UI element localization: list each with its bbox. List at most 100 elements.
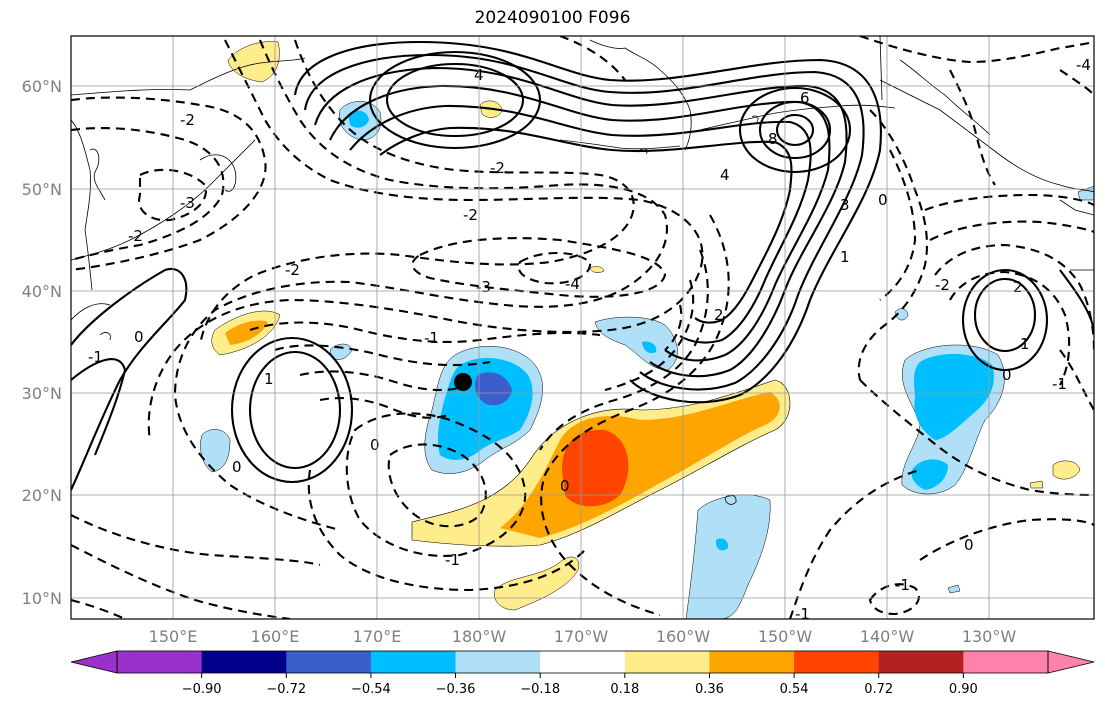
latitude-labels: 60°N 50°N 40°N 30°N 20°N 10°N [22, 77, 62, 608]
contour-label: -1 [795, 605, 810, 623]
contour-label: 1 [264, 370, 274, 388]
contour-label: -2 [463, 206, 478, 224]
longitude-labels: 150°E 160°E 170°E 180°W 170°W 160°W 150°… [149, 627, 1017, 646]
contour-label: 0 [878, 191, 888, 209]
colorbar-segment [201, 651, 287, 673]
colorbar-outline [116, 650, 1049, 674]
positive-anomaly-west-core [225, 320, 268, 345]
contour-label: 2 [1013, 278, 1023, 296]
lon-label: 170°E [353, 627, 402, 646]
contour-label: 4 [720, 166, 730, 184]
shaded-anomalies [200, 41, 1094, 619]
lon-label: 160°E [251, 627, 300, 646]
positive-anomaly-tiny [1029, 480, 1044, 489]
colorbar-tick-label: 0.72 [864, 682, 893, 697]
negative-anomaly-north-core [348, 110, 369, 128]
contour-label: -2 [285, 261, 300, 279]
ridge-contour [293, 40, 882, 404]
negative-anomaly-mid-core [642, 341, 657, 354]
high-center-east [775, 113, 815, 147]
lat-label: 30°N [22, 384, 62, 403]
positive-anomaly-plume-core [562, 429, 629, 507]
negative-anomaly-east-core-2 [911, 459, 948, 490]
lon-label: 150°W [758, 627, 813, 646]
lon-label: 150°E [149, 627, 198, 646]
contour-label: -3 [180, 194, 195, 212]
map-frame [70, 35, 1095, 620]
ridge-contour [379, 126, 793, 324]
colorbar-tick-label: −0.18 [520, 682, 560, 697]
lat-label: 60°N [22, 77, 62, 96]
colorbar-segment [963, 651, 1049, 673]
colorbar-segment [878, 651, 964, 673]
contour-label: 2 [714, 306, 724, 324]
high-center-west [368, 50, 542, 150]
colorbar-tick-label: 0.90 [949, 682, 978, 697]
positive-anomaly-plume-mid [500, 392, 780, 538]
lat-label: 10°N [22, 589, 62, 608]
east-contour [1059, 269, 1094, 331]
colorbar-tick-label: −0.90 [182, 682, 222, 697]
contour-label: 0 [560, 477, 570, 495]
colorbar-tick-label: 0.54 [780, 682, 809, 697]
colorbar-tick-label: −0.54 [351, 682, 391, 697]
colorbar-segment [286, 651, 372, 673]
contour-label: -4 [565, 275, 580, 293]
negative-anomaly-tiny-east [894, 308, 909, 321]
contour-label: 1 [1020, 335, 1030, 353]
lon-label: 180°W [452, 627, 507, 646]
negative-anomaly-central-core [475, 372, 512, 406]
ridge-contour [349, 104, 812, 344]
contour-label: -1 [895, 576, 910, 594]
sw-contour [71, 267, 188, 491]
contour-label: 8 [768, 130, 778, 148]
positive-anomaly-small-2 [589, 266, 605, 273]
negative-anomaly-south-core [715, 538, 729, 551]
contour-label: -1 [445, 551, 460, 569]
contour-label: 0 [964, 536, 974, 554]
gridlines [71, 36, 1094, 619]
contour-label: -1 [424, 329, 439, 347]
contour-label: 1 [840, 248, 850, 266]
colorbar-tick-label: −0.72 [266, 682, 306, 697]
colorbar-tick-label: 0.18 [610, 682, 639, 697]
negative-anomaly-tiny-se [947, 584, 961, 594]
lon-label: 130°W [962, 627, 1017, 646]
positive-anomaly-east [1052, 460, 1081, 480]
colorbar-segment [455, 651, 541, 673]
contour-label: -2 [490, 159, 505, 177]
contour-label: -1 [88, 348, 103, 366]
colorbar-tick-label: −0.36 [436, 682, 476, 697]
negative-anomaly-ne [1077, 185, 1094, 201]
map-panel: 4 6 8 4 3 0 1 2 -2 -2 -3 -2 -2 -3 -4 -1 … [71, 36, 1094, 623]
coastlines [71, 36, 1094, 505]
contour-label: -3 [476, 278, 491, 296]
sw-closed-contour [248, 350, 342, 470]
east-closed-contour [961, 268, 1049, 372]
contour-label: 6 [800, 89, 810, 107]
contour-label: -1 [1052, 375, 1067, 393]
colorbar-segment [709, 651, 795, 673]
contour-label: -2 [128, 227, 143, 245]
high-center-east [738, 86, 852, 174]
lon-label: 170°W [554, 627, 609, 646]
colorbar-segment [370, 651, 457, 673]
sw-closed-contour [230, 336, 354, 484]
contour-label: 0 [134, 328, 144, 346]
colorbar-segment [540, 651, 626, 673]
contour-label: 0 [370, 436, 380, 454]
colorbar: −0.90 −0.72 −0.54 −0.36 −0.18 0.18 0.36 0.54 0.7… [70, 650, 1095, 697]
colorbar-segment [117, 651, 203, 673]
contour-labels: 4 6 8 4 3 0 1 2 -2 -2 -3 -2 -2 -3 -4 -1 … [88, 56, 1091, 623]
lon-label: 160°W [656, 627, 711, 646]
east-closed-contour [973, 277, 1037, 353]
colorbar-extend-high [1047, 650, 1095, 674]
high-center-west [385, 62, 525, 138]
ridge-contour [313, 66, 848, 378]
contour-label: -2 [180, 111, 195, 129]
colorbar-segment [624, 651, 710, 673]
contour-label: 0 [1002, 366, 1012, 384]
ridge-contour [303, 53, 865, 391]
high-center-east [758, 100, 832, 160]
